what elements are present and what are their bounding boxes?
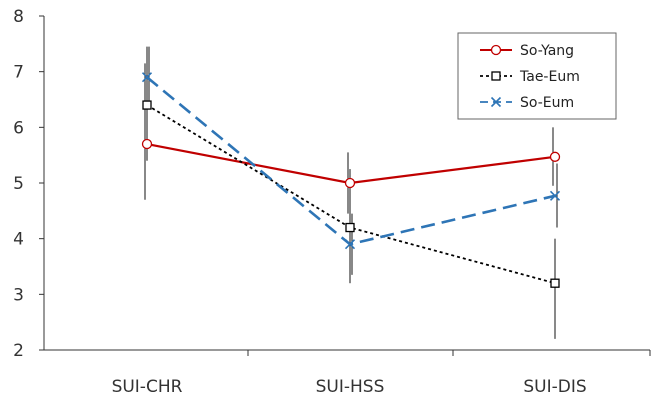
data-point-square: [345, 222, 355, 233]
data-point-square: [491, 71, 501, 81]
series-line: [146, 104, 556, 285]
y-tick-label: 8: [13, 7, 24, 27]
data-point-x: [490, 96, 502, 108]
x-mark-stroke: [141, 72, 153, 83]
data-point-square: [550, 278, 560, 288]
chart-legend: So-Yang Tae-Eum So-Eum: [457, 32, 617, 120]
data-point-circle: [141, 138, 153, 150]
x-tick-label: SUI-CHR: [112, 377, 183, 397]
data-point-square: [142, 100, 152, 110]
data-point-circle: [549, 151, 561, 162]
legend-label: So-Yang: [520, 43, 574, 59]
data-point-x: [344, 239, 356, 250]
data-point-x: [549, 190, 561, 201]
data-point-circle: [490, 44, 502, 56]
x-mark-stroke: [549, 190, 561, 201]
series-line: [146, 142, 556, 185]
data-point-circle: [344, 177, 356, 189]
y-tick-label: 7: [13, 63, 24, 83]
y-tick-label: 4: [13, 230, 24, 250]
y-tick-label: 2: [13, 341, 24, 361]
x-tick-label: SUI-HSS: [316, 377, 385, 397]
legend-label: Tae-Eum: [519, 69, 580, 85]
data-point-x: [141, 72, 153, 83]
y-tick-label: 6: [13, 118, 24, 138]
legend-label: So-Eum: [520, 95, 574, 111]
x-mark-stroke: [344, 239, 356, 250]
x-tick-label: SUI-DIS: [523, 377, 586, 397]
x-mark-stroke: [490, 96, 502, 108]
series-markers: [141, 72, 561, 288]
legend-box: [457, 32, 617, 120]
chart-axes: 2 3 4 5 6 7 8 SUI-CHR SUI-HSS SUI-DIS: [13, 7, 651, 397]
y-tick-label: 5: [13, 174, 24, 194]
y-tick-label: 3: [13, 285, 24, 305]
